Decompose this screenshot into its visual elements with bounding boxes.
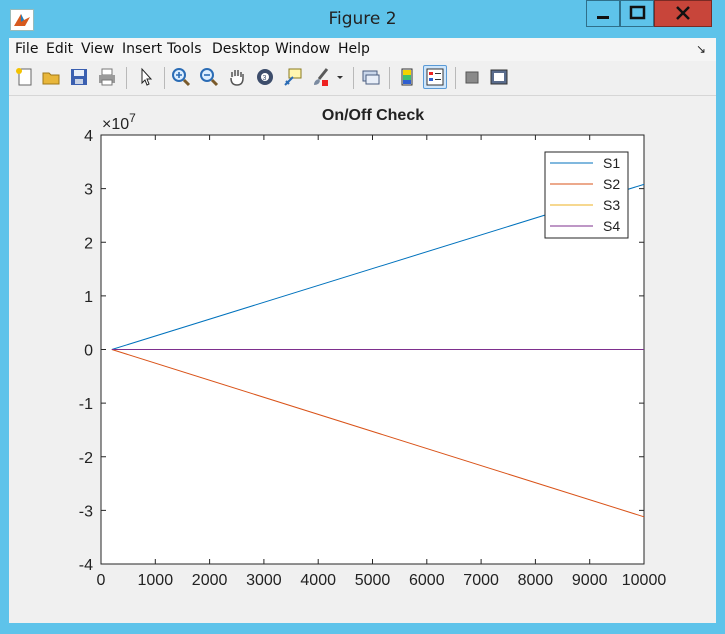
- y-exponent-label: ×107: [102, 111, 136, 133]
- legend-box[interactable]: [544, 151, 629, 239]
- x-tick-label: 8000: [518, 572, 554, 589]
- y-tick-label: -2: [79, 450, 93, 467]
- y-tick-label: 0: [84, 343, 93, 360]
- dock-arrow-icon[interactable]: ↘: [695, 42, 706, 56]
- menu-edit[interactable]: Edit: [46, 41, 74, 57]
- menu-file[interactable]: File: [15, 41, 39, 57]
- svg-text:3: 3: [263, 75, 267, 82]
- figure-client-area: File Edit View Insert Tools Desktop Wind…: [9, 38, 716, 623]
- toolbar-separator: [164, 67, 165, 89]
- legend-label-s4: S4: [603, 218, 620, 234]
- x-tick-label: 9000: [572, 572, 608, 589]
- window-title: Figure 2: [328, 9, 397, 29]
- menu-bar: File Edit View Insert Tools Desktop Wind…: [9, 38, 716, 61]
- minimize-button[interactable]: [586, 0, 620, 27]
- hide-plot-tools-icon[interactable]: [462, 67, 482, 87]
- y-tick-label: 4: [84, 128, 93, 145]
- chart-title: On/Off Check: [322, 107, 424, 124]
- x-tick-label: 10000: [622, 572, 667, 589]
- menu-help[interactable]: Help: [338, 41, 370, 57]
- show-plot-tools-icon[interactable]: [489, 67, 509, 87]
- x-tick-label: 1000: [138, 572, 174, 589]
- brush-icon[interactable]: [311, 67, 331, 87]
- x-tick-label: 7000: [463, 572, 499, 589]
- menu-tools[interactable]: Tools: [167, 41, 202, 57]
- data-cursor-icon[interactable]: [283, 67, 303, 87]
- figure-toolbar: 3: [9, 61, 716, 96]
- new-figure-icon[interactable]: [15, 67, 35, 87]
- pan-hand-icon[interactable]: [227, 67, 247, 87]
- close-button[interactable]: [654, 0, 712, 27]
- menu-view[interactable]: View: [81, 41, 115, 57]
- open-file-icon[interactable]: [41, 67, 61, 87]
- y-tick-label: -1: [79, 396, 93, 413]
- matlab-app-icon[interactable]: [10, 9, 34, 31]
- chart-svg: 0 1000 2000 3000 4000 5000 6000 7000 8000 9000 100…: [79, 107, 667, 589]
- x-tick-label: 3000: [246, 572, 282, 589]
- zoom-in-icon[interactable]: [171, 67, 191, 87]
- y-tick-label: -3: [79, 503, 93, 520]
- toolbar-separator: [353, 67, 354, 89]
- menu-window[interactable]: Window: [275, 41, 331, 57]
- zoom-out-icon[interactable]: [199, 67, 219, 87]
- y-tick-label: 1: [84, 289, 93, 306]
- toolbar-separator: [455, 67, 456, 89]
- rotate-3d-icon[interactable]: 3: [255, 67, 275, 87]
- toolbar-separator: [126, 67, 127, 89]
- x-tick-label: 2000: [192, 572, 228, 589]
- legend-icon[interactable]: [423, 65, 447, 89]
- series-line-s2[interactable]: [111, 349, 645, 518]
- menu-insert[interactable]: Insert: [122, 41, 163, 57]
- print-icon[interactable]: [97, 67, 117, 87]
- title-bar[interactable]: Figure 2: [0, 0, 725, 38]
- toolbar-separator: [389, 67, 390, 89]
- brush-dropdown-icon[interactable]: [335, 67, 345, 87]
- link-plot-icon[interactable]: [361, 67, 381, 87]
- x-tick-label: 5000: [355, 572, 391, 589]
- y-tick-label: 2: [84, 235, 93, 252]
- x-tick-label: 6000: [409, 572, 445, 589]
- menu-desktop[interactable]: Desktop: [212, 41, 270, 57]
- figure-canvas: 0 1000 2000 3000 4000 5000 6000 7000 8000 9000 100…: [9, 96, 716, 623]
- edit-plot-arrow-icon[interactable]: [136, 67, 156, 87]
- save-icon[interactable]: [69, 67, 89, 87]
- maximize-button[interactable]: [620, 0, 654, 27]
- legend-label-s2: S2: [603, 176, 620, 192]
- colorbar-icon[interactable]: [397, 67, 417, 87]
- y-tick-label: 3: [84, 182, 93, 199]
- x-tick-label: 0: [97, 572, 106, 589]
- legend-label-s1: S1: [603, 155, 620, 171]
- y-tick-label: -4: [79, 557, 93, 574]
- legend-label-s3: S3: [603, 197, 620, 213]
- x-tick-label: 4000: [300, 572, 336, 589]
